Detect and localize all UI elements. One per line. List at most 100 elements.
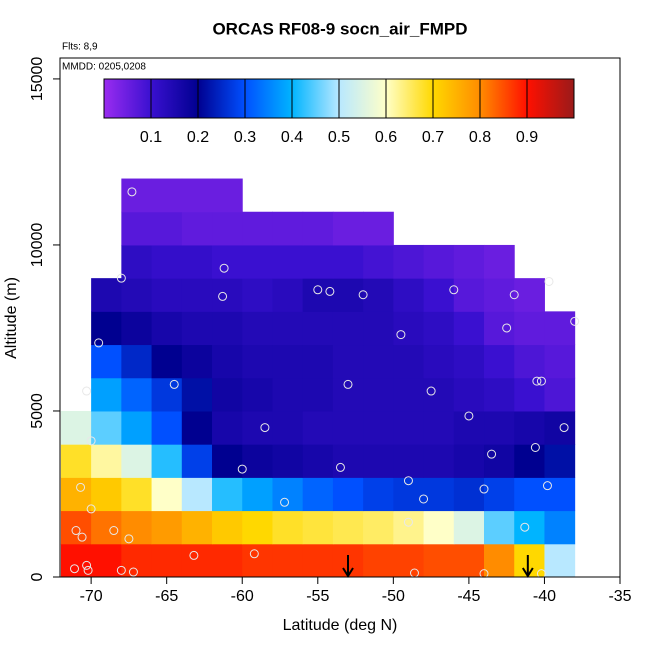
heat-cell — [121, 244, 153, 279]
heat-cell — [121, 477, 153, 512]
heat-cell — [544, 477, 576, 512]
heat-cell — [453, 543, 485, 578]
heat-cell — [302, 543, 334, 578]
heat-cell — [212, 344, 243, 379]
heat-cell — [212, 444, 243, 478]
colorbar-tick-label: 0.6 — [375, 129, 397, 146]
heat-cell — [91, 477, 122, 512]
y-tick-label: 5000 — [29, 393, 46, 429]
sample-point — [76, 482, 86, 492]
heat-cell — [242, 543, 273, 578]
heat-cell — [332, 510, 364, 545]
heat-cell — [151, 311, 183, 346]
arrow — [521, 555, 534, 578]
heat-cell — [484, 244, 515, 279]
heat-cell — [212, 410, 243, 445]
sample-point — [83, 565, 93, 575]
heat-cell — [181, 311, 213, 346]
sample-point — [325, 286, 335, 296]
heat-cell — [393, 278, 425, 312]
heat-cell — [91, 444, 122, 478]
heat-cell — [272, 444, 304, 478]
sample-point — [260, 423, 270, 433]
heat-cell — [272, 244, 304, 279]
heat-cell — [423, 344, 455, 379]
x-tick-label: -50 — [382, 588, 405, 605]
heat-cell — [332, 477, 364, 512]
sample-point — [124, 534, 134, 544]
heat-cell — [272, 510, 304, 545]
heat-cell — [181, 377, 213, 412]
heat-cell — [393, 377, 425, 412]
heat-cell — [332, 444, 364, 478]
heat-cell — [212, 211, 243, 246]
heat-cell — [363, 311, 394, 346]
heat-cell — [514, 410, 545, 445]
heat-cell — [453, 244, 485, 279]
sample-point — [249, 549, 259, 559]
colorbar-tick-label: 0.4 — [281, 129, 303, 146]
heat-cell — [242, 278, 273, 312]
heat-cell — [423, 410, 455, 445]
heat-cell — [181, 477, 213, 512]
sample-point — [109, 526, 119, 536]
arrow-head — [342, 567, 354, 578]
heat-cell — [181, 543, 213, 578]
heat-cell — [302, 211, 334, 246]
heat-cell — [121, 344, 153, 379]
sample-point — [280, 497, 290, 507]
sample-point — [530, 442, 540, 452]
heat-cell — [242, 344, 273, 379]
heat-cell — [423, 244, 455, 279]
sample-point — [426, 386, 436, 396]
heat-cell — [363, 377, 394, 412]
sample-point — [313, 285, 323, 295]
sample-point — [127, 187, 137, 197]
heat-cell — [393, 311, 425, 346]
heat-cell — [363, 444, 394, 478]
heat-cell — [212, 278, 243, 312]
colorbar-tick-label: 0.9 — [516, 129, 538, 146]
sample-point — [116, 273, 126, 283]
heat-cell — [272, 311, 304, 346]
sample-point — [449, 285, 459, 295]
heat-cell — [393, 410, 425, 445]
arrow-head — [521, 567, 534, 578]
arrow — [342, 555, 354, 578]
heat-cell — [121, 444, 153, 478]
sample-point — [479, 569, 489, 579]
heat-cell — [484, 444, 515, 478]
sample-point — [82, 560, 92, 570]
sample-point — [570, 316, 580, 326]
sample-point — [536, 569, 546, 579]
heat-cell — [181, 244, 213, 279]
sample-point — [94, 338, 104, 348]
heat-cell — [121, 510, 153, 545]
heat-cell — [151, 278, 183, 312]
heat-cell — [484, 510, 515, 545]
heat-cell — [514, 311, 545, 346]
colorbar-tick-label: 0.7 — [422, 129, 444, 146]
heat-cell — [91, 543, 122, 578]
sample-point — [82, 386, 92, 396]
heat-cell — [242, 244, 273, 279]
heat-cell — [121, 543, 153, 578]
x-tick-label: -45 — [457, 588, 480, 605]
heat-cell — [393, 344, 425, 379]
heat-cell — [393, 444, 425, 478]
sample-point — [464, 411, 474, 421]
heat-cell — [514, 510, 545, 545]
heat-cell — [212, 178, 243, 213]
sample-point — [335, 462, 345, 472]
heat-cell — [272, 344, 304, 379]
heat-cell — [302, 410, 334, 445]
heat-cell — [181, 510, 213, 545]
heat-cell — [151, 410, 183, 445]
heat-cell — [484, 278, 515, 312]
heat-cell — [423, 311, 455, 346]
sample-point — [403, 476, 413, 486]
heat-cell — [332, 278, 364, 312]
heat-cell — [272, 543, 304, 578]
heat-cell — [151, 178, 183, 213]
heat-cell — [121, 311, 153, 346]
